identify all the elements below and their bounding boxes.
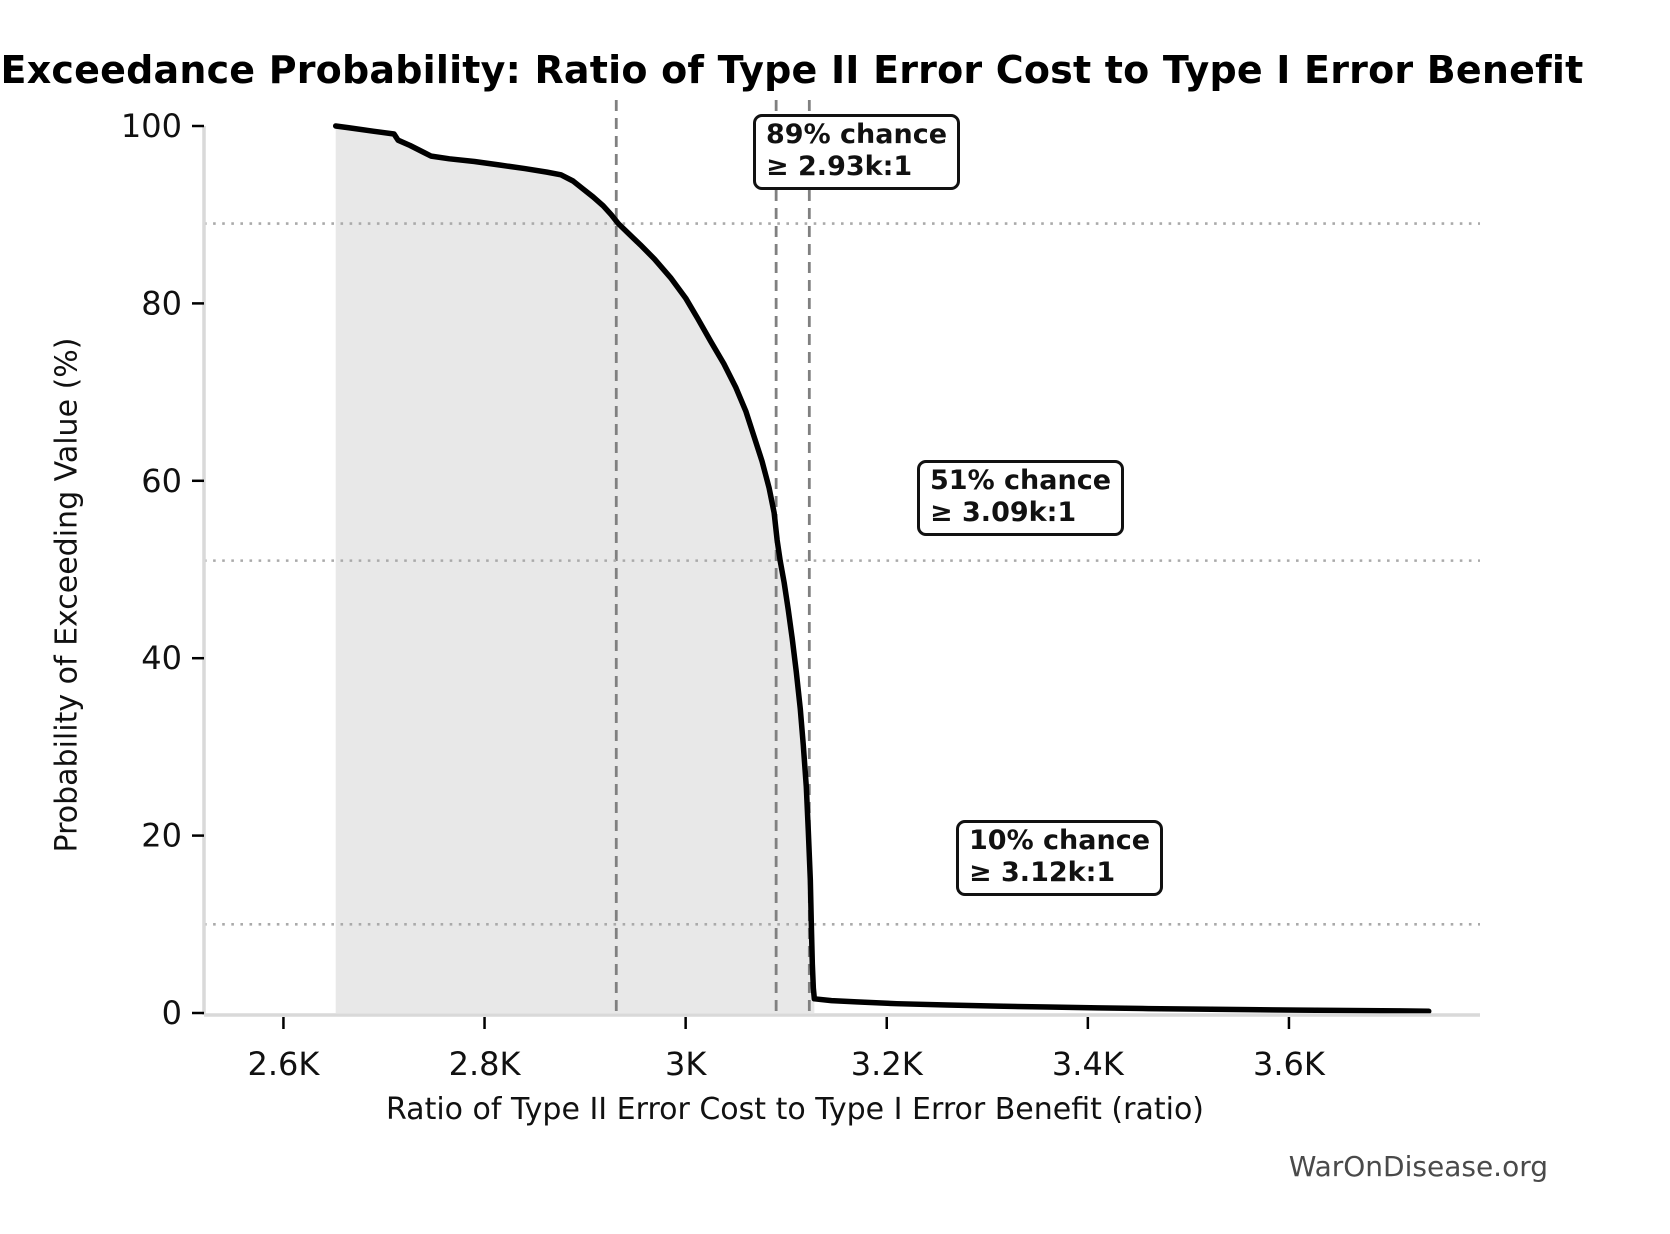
annotation-89-chance: 89% chance ≥ 2.93k:1	[753, 114, 961, 190]
x-tick-label: 3K	[665, 1045, 707, 1083]
chart-title: Exceedance Probability: Ratio of Type II…	[0, 48, 1584, 92]
annotation-line-2: ≥ 2.93k:1	[766, 151, 913, 182]
annotation-10-chance: 10% chance ≥ 3.12k:1	[956, 820, 1164, 896]
annotation-line-2: ≥ 3.09k:1	[930, 497, 1077, 528]
x-axis: 2.6K 2.8K 3K 3.2K 3.4K 3.6K	[247, 1017, 1326, 1083]
x-tick-label: 2.6K	[247, 1045, 320, 1083]
x-tick-label: 2.8K	[449, 1045, 522, 1083]
y-tick-label: 40	[141, 639, 182, 677]
y-tick-label: 60	[141, 462, 182, 500]
y-tick-label: 80	[141, 284, 182, 322]
annotation-51-chance: 51% chance ≥ 3.09k:1	[917, 460, 1125, 536]
x-tick-label: 3.2K	[851, 1045, 924, 1083]
annotation-line-1: 89% chance	[766, 119, 948, 150]
x-tick-label: 3.4K	[1052, 1045, 1125, 1083]
curve-fill	[335, 126, 815, 1013]
y-tick-label: 20	[141, 817, 182, 855]
watermark: WarOnDisease.org	[1288, 1150, 1548, 1183]
y-tick-label: 100	[121, 107, 182, 145]
exceedance-curve	[332, 123, 1432, 1014]
x-axis-label: Ratio of Type II Error Cost to Type I Er…	[386, 1092, 1204, 1127]
annotation-line-2: ≥ 3.12k:1	[969, 857, 1116, 888]
annotation-line-1: 10% chance	[969, 825, 1151, 856]
annotation-line-1: 51% chance	[930, 465, 1112, 496]
x-tick-label: 3.6K	[1253, 1045, 1326, 1083]
y-tick-label: 0	[162, 994, 182, 1032]
y-axis: 0 20 40 60 80 100	[121, 107, 204, 1032]
